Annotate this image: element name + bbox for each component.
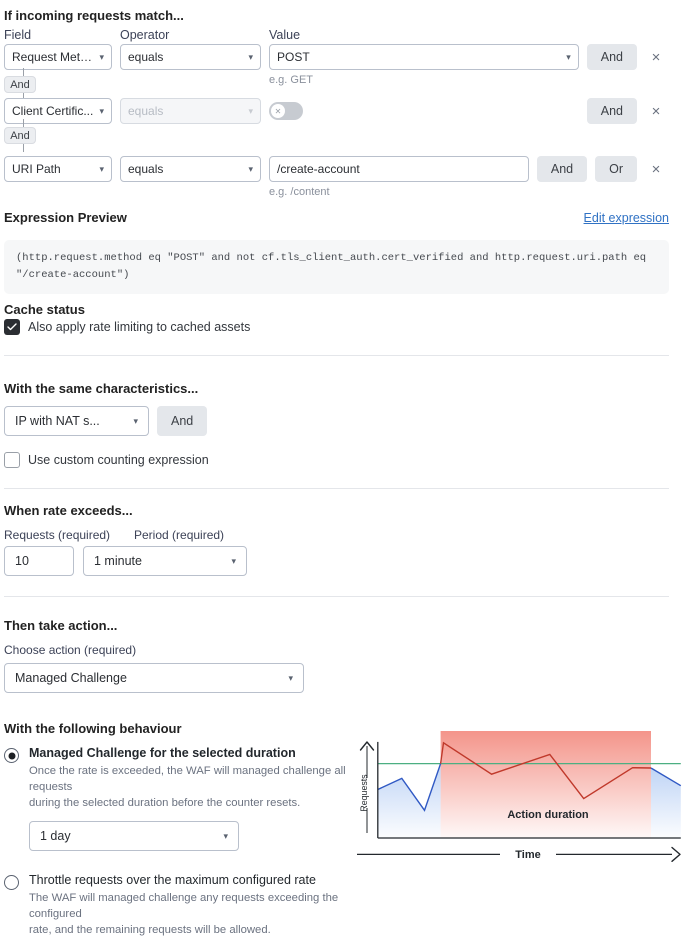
svg-text:Requests: Requests — [359, 774, 369, 812]
svg-text:Action duration: Action duration — [507, 809, 589, 821]
svg-text:Time: Time — [515, 849, 540, 861]
